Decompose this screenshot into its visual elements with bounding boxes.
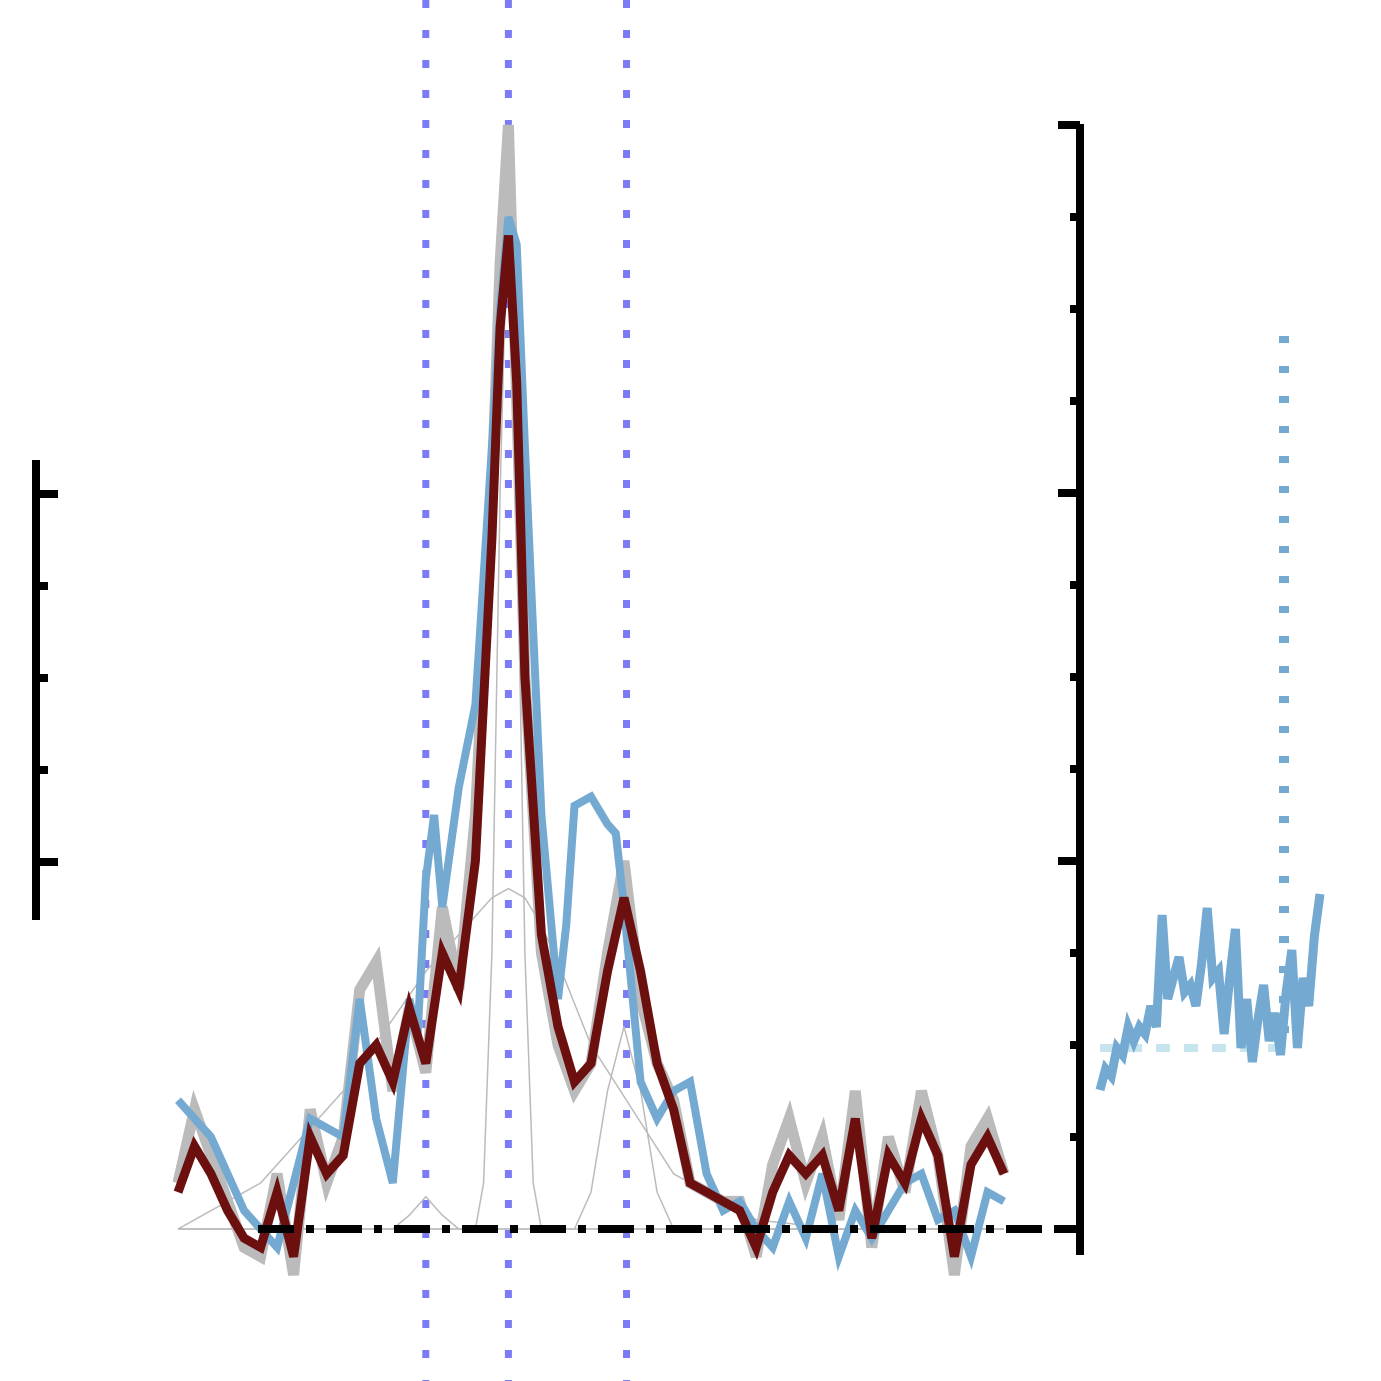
reference-lines (422, 0, 631, 1381)
raw-series-line (172, 124, 1010, 1276)
component-line-4 (178, 1026, 1004, 1230)
inset-plot (1095, 336, 1325, 1092)
smoothed-series-line (173, 234, 1009, 1261)
inset-series-line (1095, 893, 1325, 1092)
plot-series (172, 124, 1010, 1276)
left-y-axis (32, 460, 58, 920)
blue-fit-line (175, 215, 1006, 1272)
right-y-axis (1058, 121, 1084, 1255)
